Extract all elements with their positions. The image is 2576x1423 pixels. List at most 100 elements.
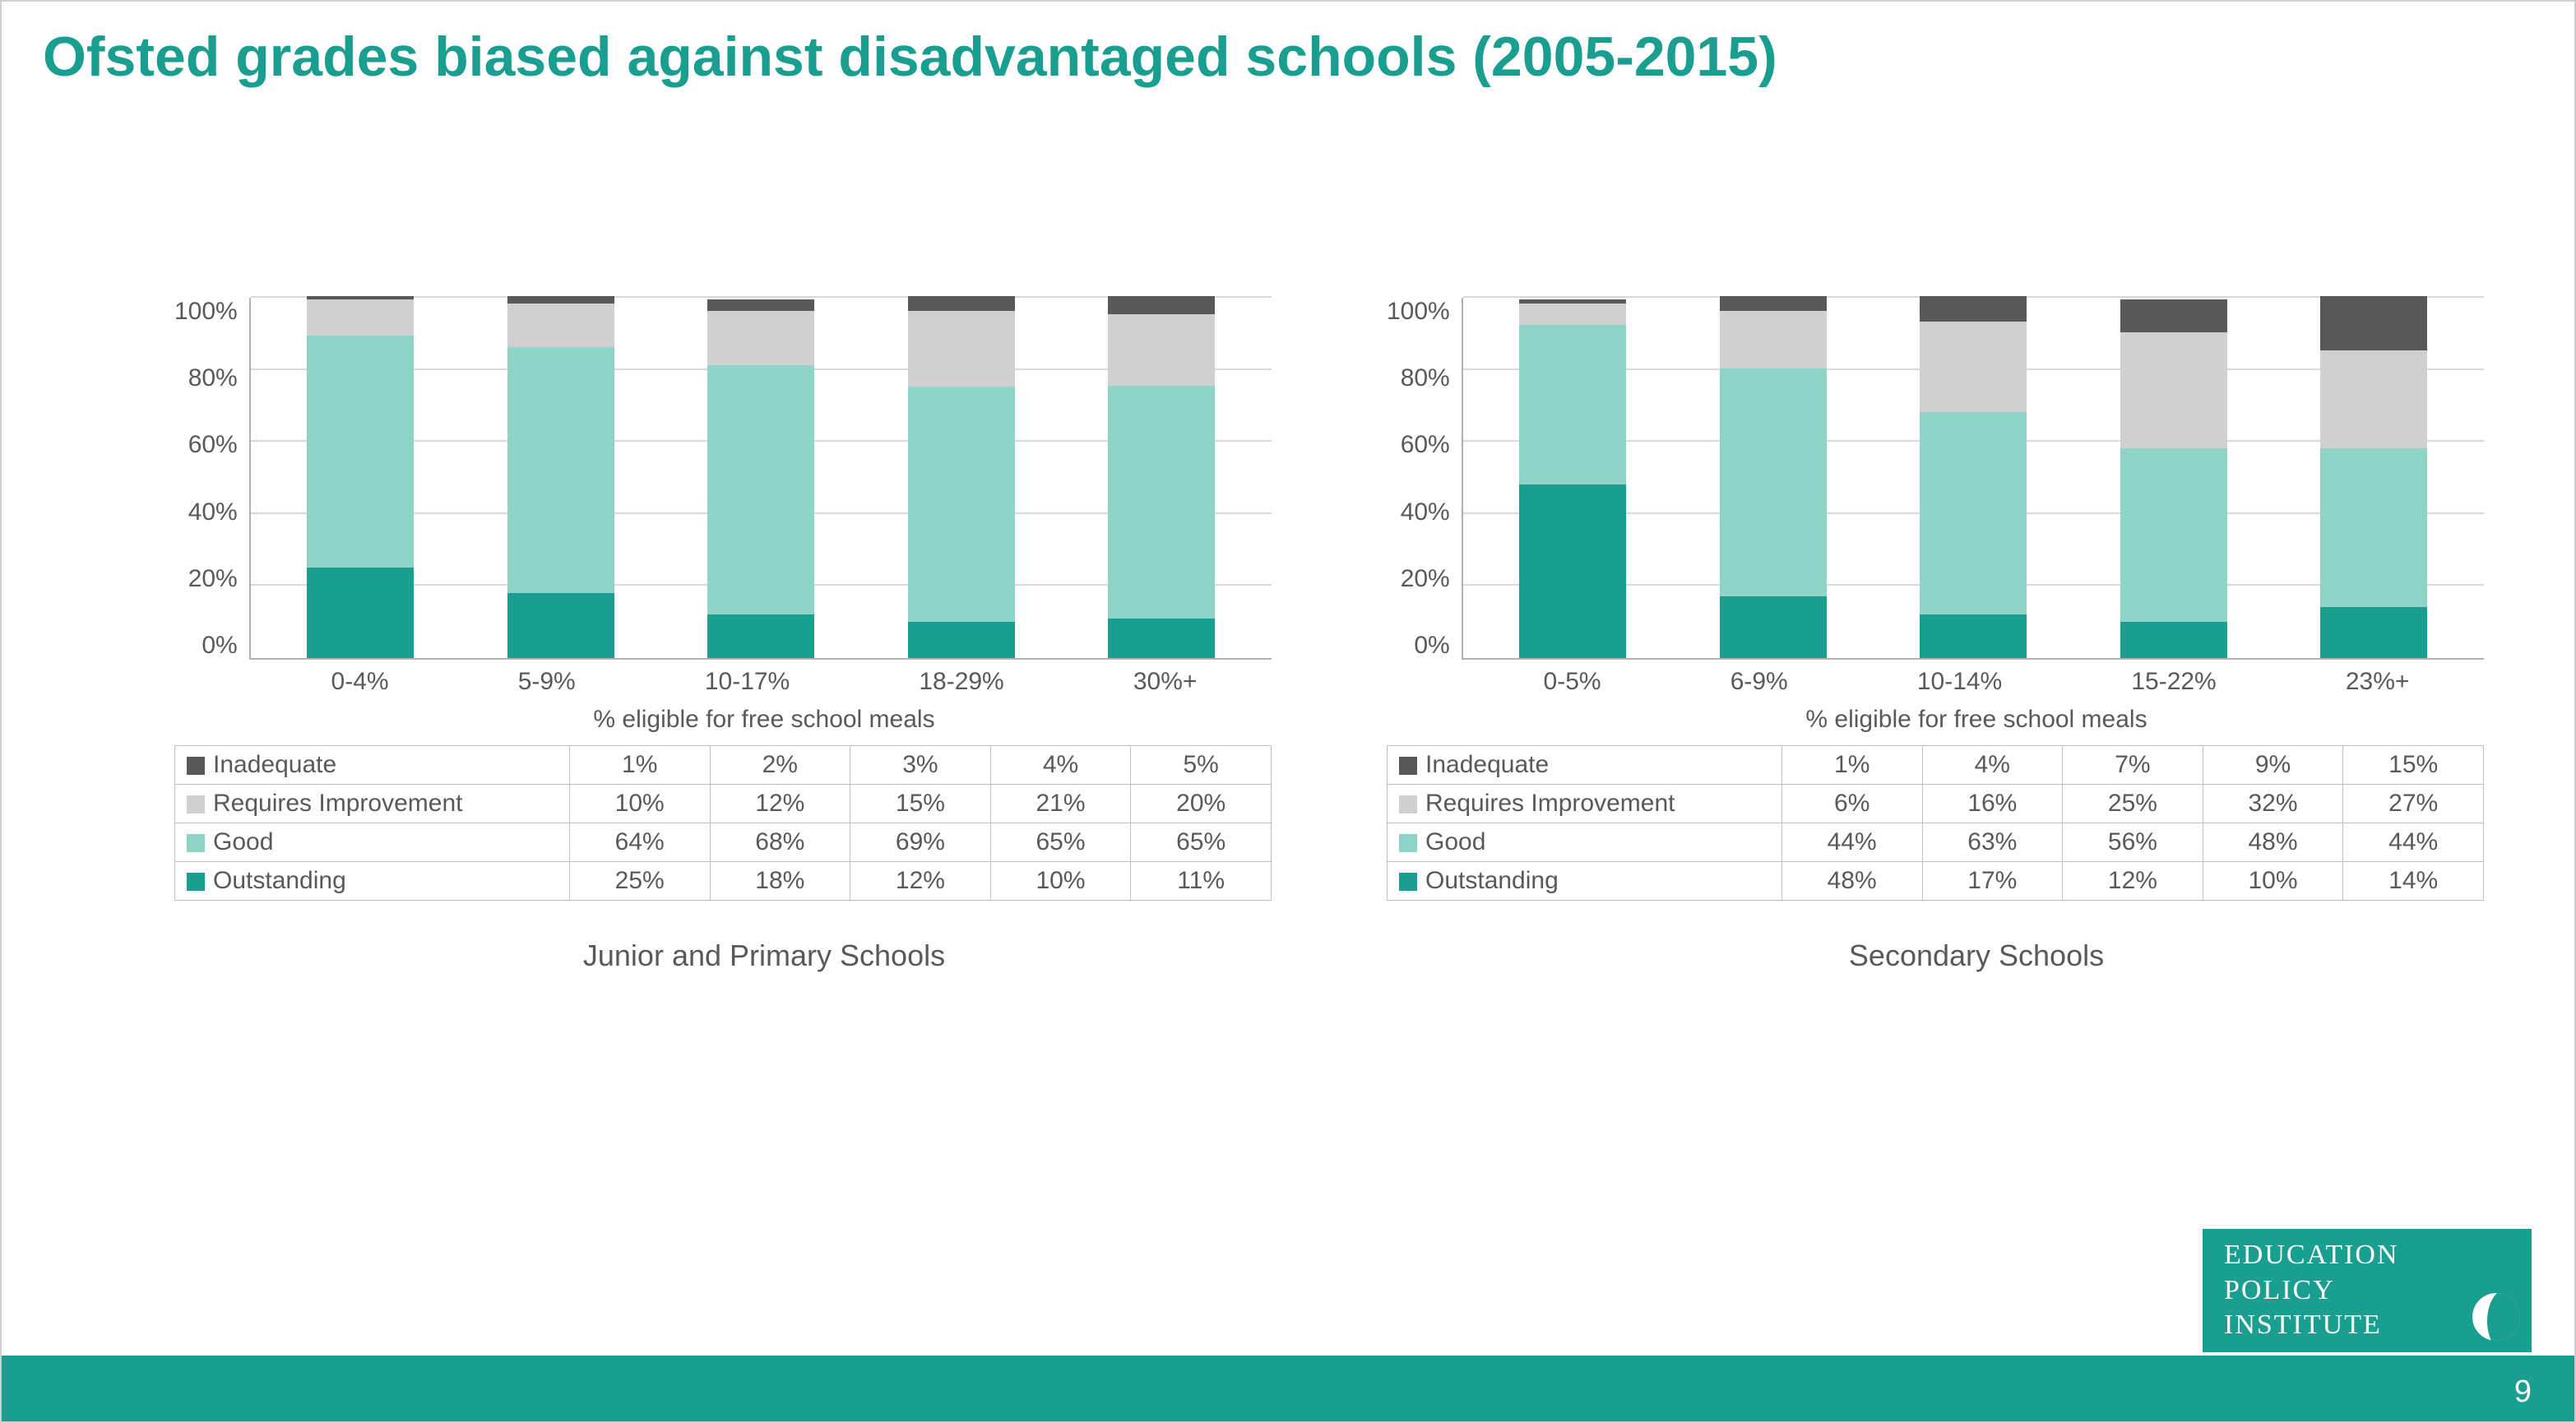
data-cell: 12%	[2063, 862, 2203, 901]
series-label-text: Outstanding	[1425, 867, 1559, 894]
table-row: Good64%68%69%65%65%	[175, 823, 1272, 862]
data-cell: 4%	[1922, 746, 2063, 785]
data-cell: 63%	[1922, 823, 2063, 862]
legend-swatch-icon	[187, 873, 205, 891]
bar-segment-outstanding	[2320, 607, 2427, 658]
data-cell: 56%	[2063, 823, 2203, 862]
legend-swatch-icon	[1399, 795, 1417, 813]
data-cell: 10%	[569, 785, 710, 823]
data-cell: 17%	[1922, 862, 2063, 901]
plot-area	[249, 298, 1272, 660]
series-label-text: Requires Improvement	[1425, 790, 1675, 817]
table-row: Requires Improvement10%12%15%21%20%	[175, 785, 1272, 823]
bar-segment-outstanding	[307, 568, 414, 658]
data-cell: 6%	[1781, 785, 1922, 823]
y-tick-label: 60%	[188, 431, 238, 459]
data-cell: 20%	[1131, 785, 1272, 823]
data-cell: 1%	[1781, 746, 1922, 785]
chart-panel-0: 100%80%60%40%20%0%0-4%5-9%10-17%18-29%30…	[174, 298, 1272, 973]
y-tick-label: 20%	[1401, 565, 1450, 593]
bar-segment-good	[307, 336, 414, 568]
x-tick-label: 18-29%	[919, 668, 1003, 696]
bar-segment-good	[1519, 325, 1626, 484]
stacked-bar	[507, 296, 614, 658]
bar-segment-good	[707, 365, 814, 615]
data-cell: 9%	[2203, 746, 2343, 785]
series-label-cell: Good	[1388, 823, 1782, 862]
stacked-bar	[307, 296, 414, 658]
data-cell: 64%	[569, 823, 710, 862]
bar-segment-requires_improvement	[1519, 304, 1626, 325]
table-row: Outstanding25%18%12%10%11%	[175, 862, 1272, 901]
bar-segment-requires_improvement	[1920, 322, 2027, 412]
bar-segment-inadequate	[1720, 296, 1827, 311]
stacked-bar	[908, 296, 1015, 658]
chart-panel-1: 100%80%60%40%20%0%0-5%6-9%10-14%15-22%23…	[1387, 298, 2484, 973]
y-axis: 100%80%60%40%20%0%	[1387, 298, 1462, 660]
logo-line-3: INSTITUTE	[2224, 1308, 2399, 1343]
legend-swatch-icon	[187, 834, 205, 852]
series-label-cell: Outstanding	[1388, 862, 1782, 901]
series-label-cell: Inadequate	[1388, 746, 1782, 785]
data-cell: 1%	[569, 746, 710, 785]
chart-caption: Secondary Schools	[1387, 939, 2484, 973]
data-cell: 25%	[569, 862, 710, 901]
legend-swatch-icon	[187, 757, 205, 775]
y-tick-label: 60%	[1401, 431, 1450, 459]
data-cell: 12%	[850, 862, 991, 901]
data-cell: 16%	[1922, 785, 2063, 823]
bar-segment-inadequate	[707, 299, 814, 310]
y-tick-label: 100%	[1387, 298, 1450, 326]
table-row: Requires Improvement6%16%25%32%27%	[1388, 785, 2484, 823]
bar-segment-inadequate	[1108, 296, 1215, 314]
bar-segment-requires_improvement	[1108, 314, 1215, 386]
stacked-bar	[1720, 296, 1827, 658]
data-cell: 11%	[1131, 862, 1272, 901]
series-label-text: Requires Improvement	[213, 790, 462, 817]
bar-segment-requires_improvement	[908, 311, 1015, 387]
footer-strip: 9	[2, 1356, 2574, 1421]
series-label-text: Outstanding	[213, 867, 346, 894]
x-axis-title: % eligible for free school meals	[174, 701, 1272, 745]
data-cell: 69%	[850, 823, 991, 862]
bar-segment-inadequate	[2320, 296, 2427, 350]
table-row: Outstanding48%17%12%10%14%	[1388, 862, 2484, 901]
data-cell: 68%	[710, 823, 850, 862]
data-cell: 4%	[990, 746, 1131, 785]
page-title: Ofsted grades biased against disadvantag…	[43, 25, 1777, 89]
logo-line-2: POLICY	[2224, 1273, 2399, 1309]
data-cell: 48%	[1781, 862, 1922, 901]
data-cell: 48%	[2203, 823, 2343, 862]
series-label-text: Good	[213, 828, 273, 855]
series-label-cell: Requires Improvement	[175, 785, 570, 823]
x-tick-label: 6-9%	[1730, 668, 1788, 696]
bars-group	[251, 298, 1272, 658]
bar-segment-inadequate	[908, 296, 1015, 311]
legend-swatch-icon	[1399, 757, 1417, 775]
data-cell: 27%	[2343, 785, 2484, 823]
bar-segment-inadequate	[2120, 299, 2227, 332]
x-tick-label: 15-22%	[2131, 668, 2216, 696]
y-axis: 100%80%60%40%20%0%	[174, 298, 249, 660]
data-cell: 15%	[2343, 746, 2484, 785]
data-cell: 65%	[990, 823, 1131, 862]
bar-segment-requires_improvement	[2120, 332, 2227, 448]
y-tick-label: 80%	[1401, 364, 1450, 392]
series-label-cell: Inadequate	[175, 746, 570, 785]
stacked-bar	[2120, 299, 2227, 658]
charts-row: 100%80%60%40%20%0%0-4%5-9%10-17%18-29%30…	[174, 298, 2484, 973]
stacked-bar	[1920, 296, 2027, 658]
data-cell: 21%	[990, 785, 1131, 823]
bar-segment-requires_improvement	[507, 304, 614, 347]
y-tick-label: 0%	[1414, 632, 1449, 660]
chart-caption: Junior and Primary Schools	[174, 939, 1272, 973]
series-label-cell: Requires Improvement	[1388, 785, 1782, 823]
x-tick-label: 10-17%	[705, 668, 790, 696]
bar-segment-outstanding	[908, 622, 1015, 658]
x-tick-label: 30%+	[1133, 668, 1198, 696]
legend-swatch-icon	[1399, 834, 1417, 852]
x-tick-label: 0-4%	[331, 668, 389, 696]
bar-segment-good	[1920, 412, 2027, 614]
stacked-bar	[707, 299, 814, 658]
table-row: Inadequate1%4%7%9%15%	[1388, 746, 2484, 785]
